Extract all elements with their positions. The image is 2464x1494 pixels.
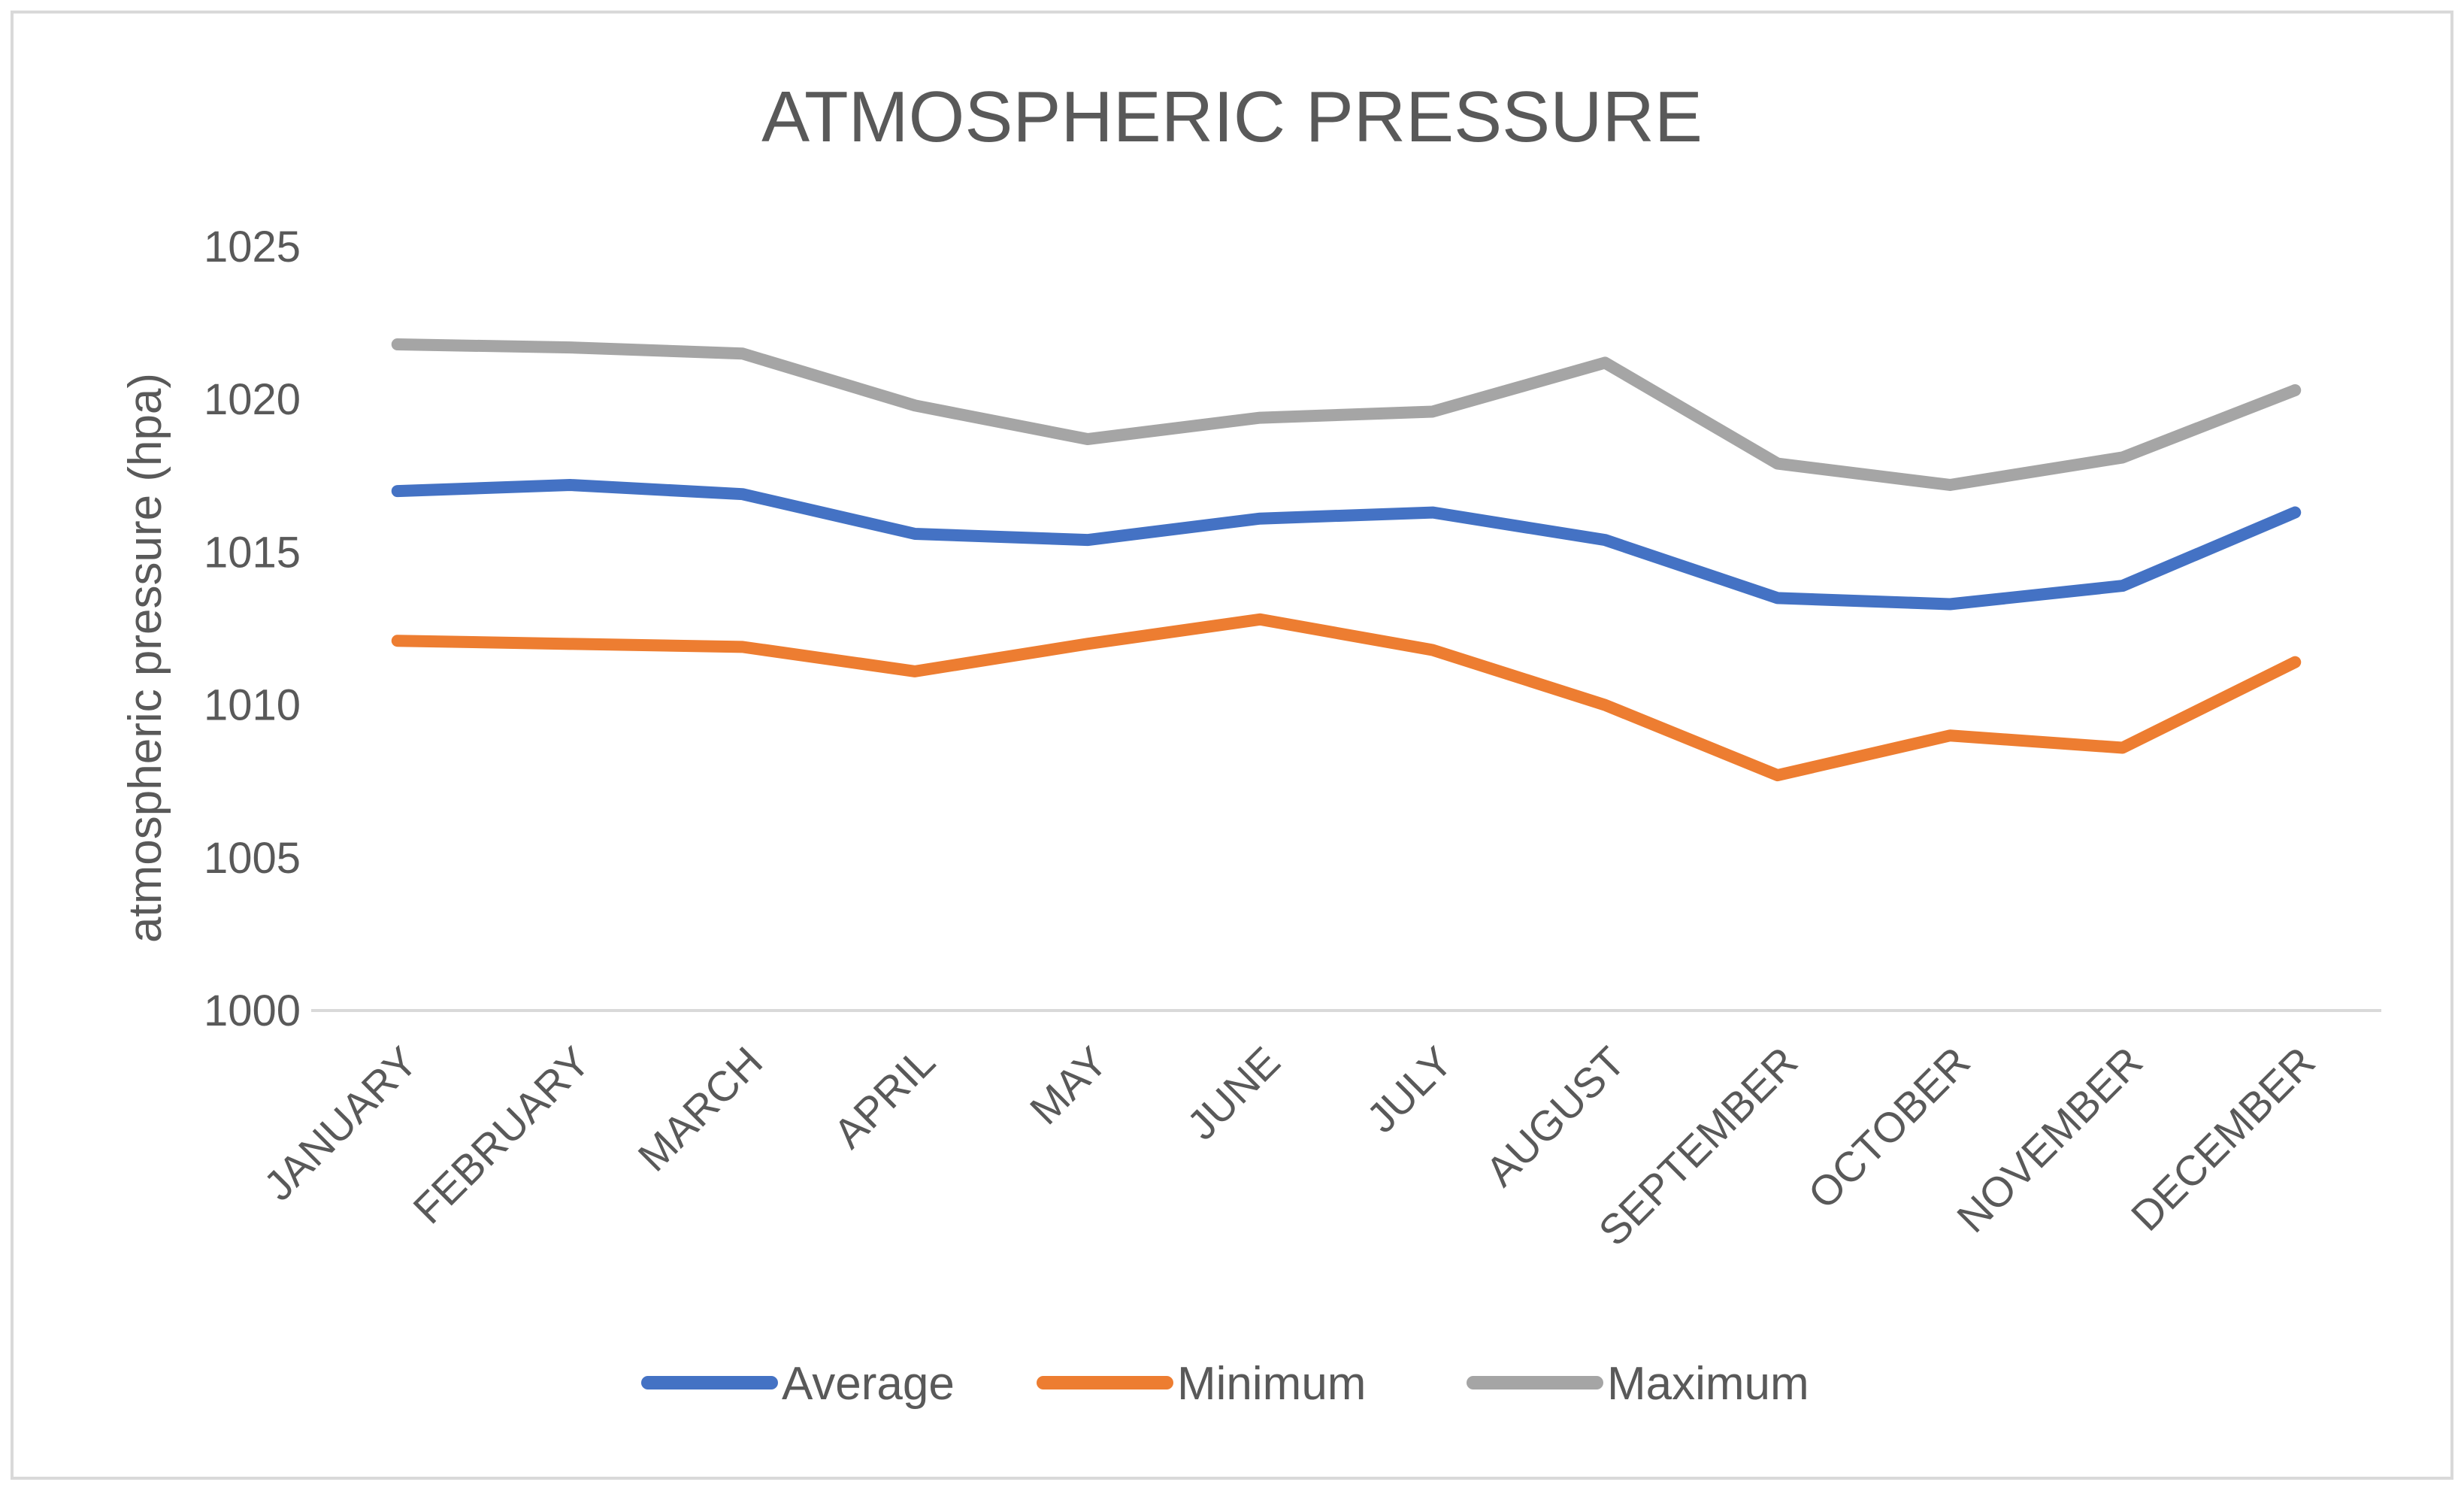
series-line-maximum [391,338,2302,491]
legend: Average Minimum Maximum [641,1358,1809,1410]
y-tick-label: 1015 [204,528,301,577]
y-tick-label: 1000 [204,986,301,1035]
series-line-average [391,478,2302,611]
series-lines [391,338,2302,782]
legend-label-average: Average [782,1358,955,1410]
y-axis-label: atmospheric pressure (hpa) [120,373,171,943]
y-tick-label: 1025 [204,223,301,271]
y-tick-label: 1010 [204,681,301,730]
series-line-minimum [391,613,2302,782]
chart-title: ATMOSPHERIC PRESSURE [761,77,1703,157]
y-tick-label: 1005 [204,834,301,883]
legend-label-maximum: Maximum [1607,1358,1809,1410]
y-axis-ticks: 1000 1005 1010 1015 1020 1025 [204,223,301,1035]
legend-label-minimum: Minimum [1177,1358,1366,1410]
y-tick-label: 1020 [204,375,301,424]
